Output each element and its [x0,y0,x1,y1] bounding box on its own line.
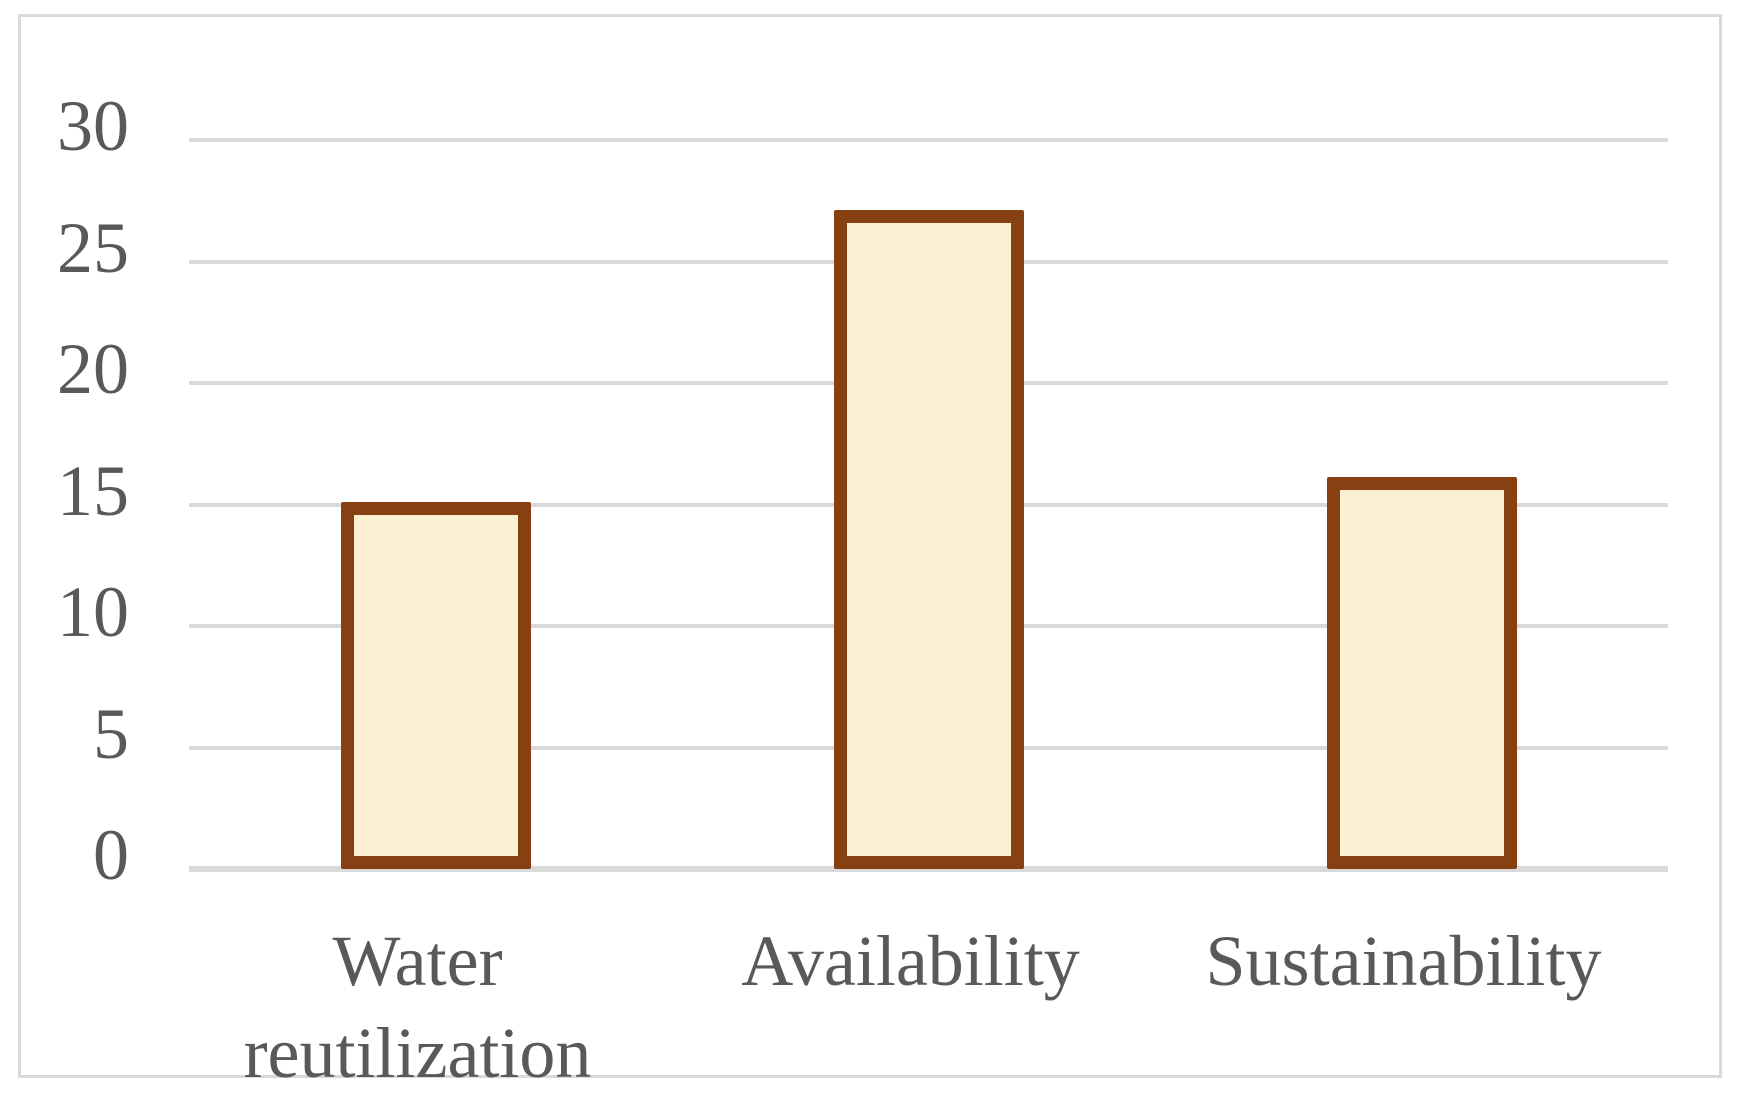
bar [833,209,1024,869]
y-axis-tick-label: 10 [57,572,129,652]
y-axis-tick-label: 20 [57,329,129,409]
y-axis-tick-label: 0 [93,815,129,895]
chart-frame: 0 5 10 15 20 25 30 Water reutilization Availabi… [18,14,1722,1093]
bar [1326,477,1517,869]
x-axis-line [189,866,1668,872]
y-axis-tick-label: 30 [57,86,129,166]
gridline [189,138,1668,142]
plot-area [189,138,1668,872]
x-axis-category-label: Water reutilization [243,921,592,1093]
y-axis-tick-label: 15 [57,450,129,531]
x-axis-category-label: Sustainability [1205,921,1602,1001]
bar [340,501,531,869]
y-axis-tick-label: 25 [57,207,129,288]
x-axis-category-label: Availability [741,921,1080,1001]
y-axis-tick-label: 5 [93,693,129,774]
